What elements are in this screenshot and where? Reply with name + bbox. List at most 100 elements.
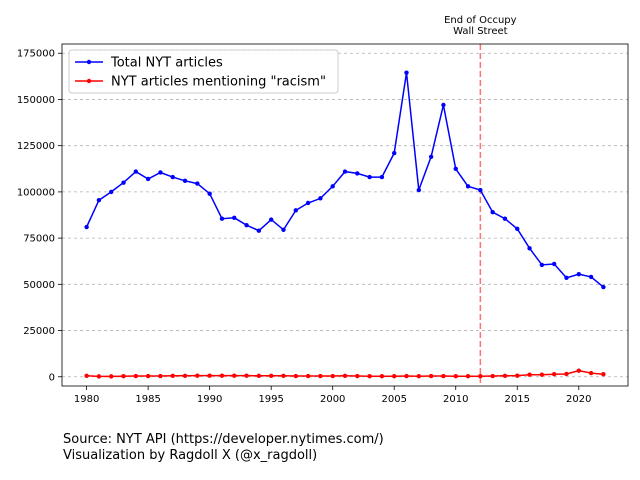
data-point-0-2008 [428,154,434,159]
x-tick-label: 1990 [197,394,222,405]
data-point-0-1984 [133,169,139,174]
data-point-0-1985 [145,176,151,182]
data-point-0-1995 [268,217,274,222]
series-line-0 [85,72,604,288]
data-point-0-2001 [342,169,348,174]
data-point-1-2022 [601,371,606,377]
data-point-0-2018 [551,261,557,267]
data-point-0-2009 [441,102,446,108]
data-point-1-2021 [588,370,594,376]
data-point-0-2006 [404,70,409,75]
y-tick-label: 150000 [17,95,55,106]
y-tick-label: 175000 [17,49,55,60]
data-point-0-2002 [355,171,360,176]
data-point-0-2000 [330,184,335,189]
visualization-credit: Visualization by Ragdoll X (@x_ragdoll) [63,448,318,463]
data-point-1-1987 [170,373,175,379]
x-tick-label: 2005 [381,394,406,405]
data-point-1-1986 [158,373,163,379]
source-credit: Source: NYT API (https://developer.nytim… [63,432,384,447]
data-point-0-2014 [502,216,508,221]
data-point-0-1997 [293,208,298,213]
data-point-1-2003 [367,374,372,379]
data-point-1-1981 [96,374,102,379]
vline-annotation-line2: Wall Street [453,26,508,37]
x-tick-label: 1995 [258,394,283,405]
data-point-0-1994 [256,228,262,233]
data-point-1-2006 [404,373,409,379]
y-tick-label: 0 [49,372,55,383]
data-point-0-1991 [219,216,225,221]
legend-label-racism: NYT articles mentioning "racism" [111,75,326,90]
data-point-1-2018 [551,371,557,377]
y-tick-label: 75000 [23,234,55,245]
data-point-1-2008 [428,373,434,379]
data-point-0-1980 [84,224,89,230]
series-layer [84,70,606,379]
data-point-0-1989 [195,181,200,186]
data-point-0-2007 [416,187,422,193]
data-point-1-1985 [145,373,151,379]
legend-marker-racism [86,78,92,84]
data-point-1-1999 [318,373,323,379]
data-point-0-2010 [453,166,458,171]
data-point-1-1983 [121,374,126,379]
x-tick-label: 2000 [320,394,345,405]
source-footer: Source: NYT API (https://developer.nytim… [63,432,384,464]
gridlines [62,52,628,378]
data-point-1-1991 [219,373,225,378]
data-point-1-2017 [539,372,545,377]
data-point-0-2003 [367,174,372,180]
data-point-0-1987 [170,174,175,180]
data-point-1-2015 [515,373,520,378]
data-point-1-2005 [392,374,397,379]
data-point-0-2020 [576,271,581,277]
data-point-0-1993 [244,222,249,228]
data-point-1-1995 [268,373,274,379]
data-point-1-1980 [84,373,89,379]
x-tick-label: 1980 [74,394,99,405]
data-point-1-1997 [293,373,298,379]
data-point-1-1984 [133,373,139,379]
axes-frame [61,43,629,387]
data-point-0-2013 [490,210,495,215]
axis-ticks: 1980 1985 1990 1995 2000 2005 2010 2015 2020 0 250… [17,49,592,405]
data-point-1-2001 [342,373,348,379]
x-tick-label: 1985 [135,394,160,405]
data-point-0-2016 [527,246,532,251]
data-point-0-2012 [478,187,483,193]
data-point-1-2000 [330,373,335,379]
data-point-1-2011 [465,374,471,379]
data-point-0-1983 [121,180,126,185]
data-point-1-2020 [576,368,581,373]
data-point-0-1990 [207,191,212,196]
y-tick-label: 125000 [17,141,55,152]
data-point-0-2004 [379,174,385,180]
data-point-1-2012 [478,374,483,379]
data-point-0-1982 [109,189,114,195]
data-point-1-2004 [379,374,385,379]
y-tick-label: 100000 [17,187,55,198]
data-point-1-2010 [453,374,458,379]
y-tick-label: 25000 [23,326,55,337]
data-point-0-1986 [158,170,163,175]
data-point-0-1988 [182,178,188,183]
data-point-1-1989 [195,373,200,378]
legend: Total NYT articles NYT articles mentioni… [68,49,339,94]
data-point-1-2013 [490,373,495,379]
data-point-0-1998 [305,200,311,206]
legend-box [68,49,339,94]
data-point-0-2011 [465,184,471,189]
data-point-1-1982 [109,374,114,379]
data-point-1-1994 [256,373,262,379]
data-point-1-2019 [564,371,569,377]
data-point-1-2014 [502,373,508,379]
data-point-1-2009 [441,373,446,379]
legend-label-total: Total NYT articles [110,56,223,71]
x-tick-label: 2015 [505,394,530,405]
data-point-1-2002 [355,373,360,379]
vline-annotation-line1: End of Occupy [444,15,517,26]
data-point-0-1999 [318,196,323,201]
data-point-1-1990 [207,373,212,378]
